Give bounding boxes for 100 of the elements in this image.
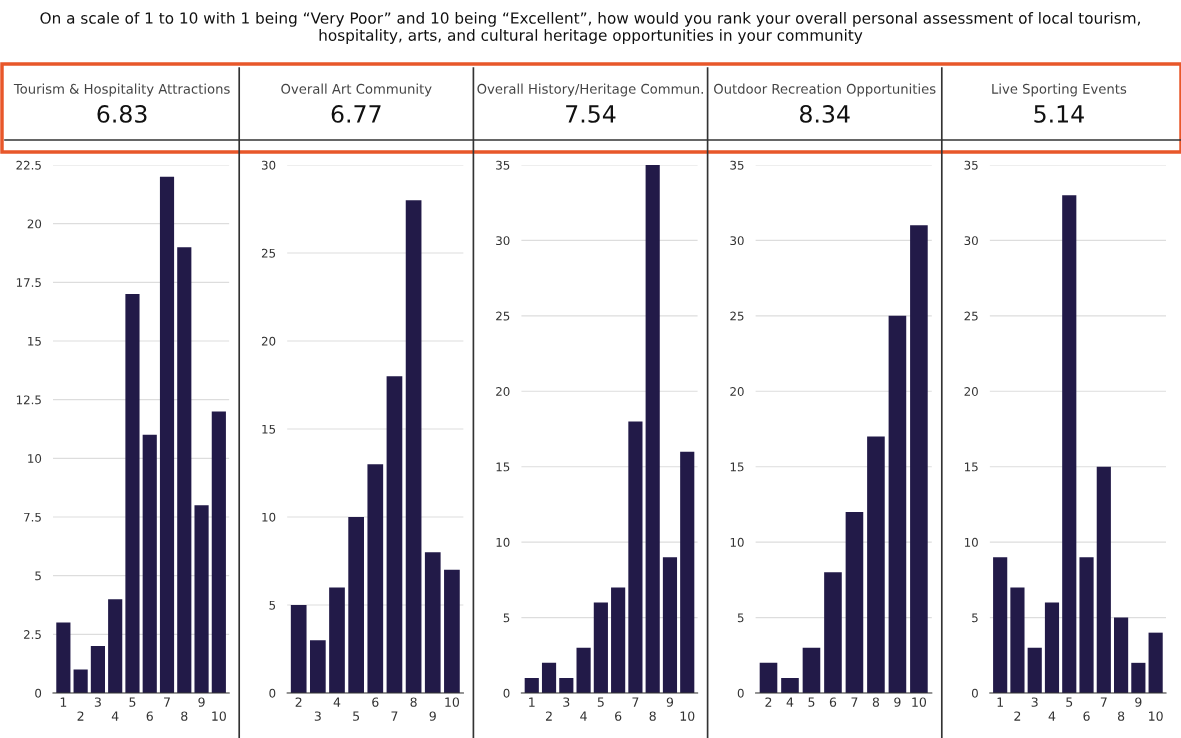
bar — [628, 421, 643, 693]
bar — [524, 677, 539, 693]
bar — [611, 587, 626, 693]
x-tick-label: 5 — [808, 697, 815, 707]
x-tick-label: 9 — [198, 697, 205, 707]
bar — [405, 200, 422, 693]
y-tick-label: 15 — [262, 424, 276, 434]
x-tick-label: 9 — [429, 711, 436, 721]
x-tick-label: 7 — [391, 711, 398, 721]
x-tick-label: 7 — [1100, 697, 1107, 707]
x-tick-label: 6 — [1083, 711, 1090, 721]
y-tick-label: 7.5 — [24, 512, 41, 522]
chart-subtitle: 8.34 — [800, 104, 850, 123]
x-tick-label: 6 — [615, 711, 622, 721]
bar — [645, 165, 660, 693]
y-tick-label: 15 — [730, 462, 744, 472]
y-tick-label: 20 — [964, 387, 978, 396]
bar — [1096, 466, 1111, 693]
x-tick-label: 4 — [1048, 711, 1056, 721]
chart-subtitle: 5.14 — [1034, 105, 1084, 123]
bar — [1044, 602, 1060, 693]
x-tick-label: 1 — [997, 697, 1003, 707]
y-tick-label: 17.5 — [16, 278, 41, 287]
x-tick-label: 5 — [129, 697, 136, 707]
x-tick-label: 6 — [829, 697, 837, 707]
x-tick-label: 9 — [1135, 697, 1142, 707]
y-tick-label: 0 — [35, 688, 42, 698]
chart-title: Live Sporting Events — [992, 83, 1127, 97]
y-tick-label: 15 — [964, 462, 978, 472]
bar — [845, 511, 864, 693]
bar — [781, 677, 799, 693]
bar — [329, 587, 345, 693]
bar — [142, 434, 157, 693]
bar — [541, 662, 557, 693]
bar — [125, 294, 140, 693]
y-tick-label: 20 — [27, 219, 42, 229]
bar — [576, 647, 591, 693]
bar — [993, 557, 1008, 693]
x-tick-label: 5 — [597, 697, 604, 707]
x-tick-label: 8 — [1117, 711, 1125, 721]
x-tick-label: 5 — [353, 711, 360, 721]
bar — [1010, 587, 1025, 693]
chart-subtitle: 6.77 — [331, 104, 381, 123]
y-tick-label: 10 — [496, 537, 510, 547]
y-tick-label: 22.5 — [16, 160, 41, 170]
x-tick-label: 1 — [529, 697, 535, 707]
x-tick-label: 4 — [580, 711, 587, 721]
y-tick-label: 10 — [964, 537, 978, 547]
x-tick-label: 7 — [851, 697, 858, 707]
y-tick-label: 5 — [35, 571, 41, 581]
y-tick-label: 35 — [730, 160, 744, 170]
bar — [90, 646, 105, 693]
bar — [194, 505, 209, 693]
bar — [559, 677, 574, 693]
bar — [662, 557, 678, 693]
bar — [424, 552, 441, 693]
bar — [386, 376, 403, 693]
y-tick-label: 0 — [971, 688, 978, 698]
y-tick-label: 25 — [261, 248, 276, 258]
bar — [824, 572, 842, 693]
x-tick-label: 6 — [146, 711, 153, 721]
y-tick-label: 5 — [737, 613, 744, 623]
bar — [177, 247, 192, 693]
y-tick-label: 30 — [730, 236, 744, 246]
bar — [56, 622, 71, 693]
bar — [680, 451, 695, 693]
x-tick-label: 8 — [649, 711, 656, 721]
x-tick-label: 8 — [410, 697, 417, 707]
chart-subtitle: 7.54 — [566, 105, 616, 123]
y-tick-label: 10 — [262, 512, 276, 522]
x-tick-label: 9 — [666, 697, 674, 707]
x-tick-label: 2 — [1014, 711, 1021, 721]
y-tick-label: 25 — [964, 311, 978, 321]
x-tick-label: 10 — [680, 711, 695, 721]
y-tick-label: 2.5 — [23, 630, 41, 639]
x-tick-label: 3 — [94, 697, 101, 707]
bar — [108, 599, 123, 693]
y-tick-label: 12.5 — [16, 395, 41, 405]
y-tick-label: 5 — [972, 613, 978, 623]
chart-title: Outdoor Recreation Opportunities — [714, 83, 936, 97]
x-tick-label: 3 — [314, 711, 321, 721]
bar — [290, 605, 307, 693]
bar — [73, 669, 88, 693]
y-tick-label: 0 — [269, 688, 276, 698]
y-tick-label: 20 — [496, 387, 510, 396]
x-tick-label: 4 — [786, 697, 794, 707]
y-tick-label: 35 — [964, 160, 978, 170]
x-tick-label: 6 — [372, 697, 379, 707]
bar — [367, 464, 384, 693]
chart-title: Overall History/Heritage Commun. — [477, 83, 703, 97]
chart-subtitle: 6.83 — [97, 104, 147, 123]
y-tick-label: 0 — [737, 688, 744, 698]
x-tick-label: 10 — [445, 697, 460, 707]
x-tick-label: 7 — [164, 697, 170, 707]
x-tick-label: 3 — [1031, 697, 1038, 707]
x-tick-label: 2 — [765, 697, 772, 707]
bar — [888, 315, 907, 693]
x-tick-label: 8 — [181, 711, 188, 721]
bar — [1062, 195, 1077, 693]
y-tick-label: 10 — [730, 537, 744, 547]
